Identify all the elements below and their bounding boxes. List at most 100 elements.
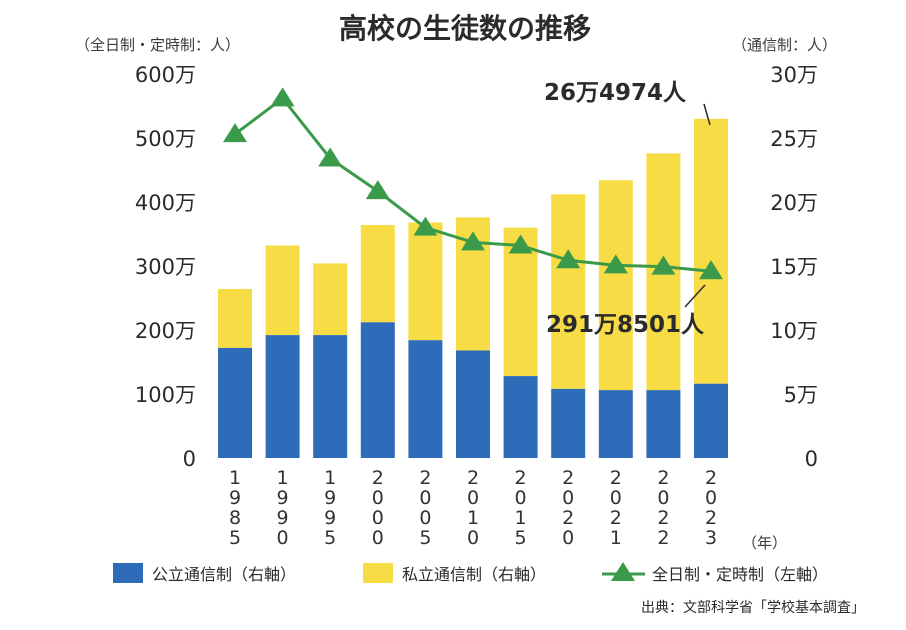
x-tick-digit: 9 <box>324 507 336 529</box>
bar-public-2005 <box>408 340 443 458</box>
right-axis-unit-label: （通信制：人） <box>732 36 837 54</box>
x-tick-digit: 3 <box>705 527 717 549</box>
x-tick-digit: 0 <box>419 487 431 509</box>
legend-label-public: 公立通信制（右軸） <box>152 565 296 584</box>
legend-label-zennichisei: 全日制・定時制（左軸） <box>652 565 828 584</box>
x-tick-digit: 0 <box>372 487 384 509</box>
left-tick-label: 500万 <box>135 127 196 151</box>
x-tick-digit: 0 <box>467 527 479 549</box>
bar-series <box>218 118 728 458</box>
x-tick-digit: 0 <box>372 507 384 529</box>
right-axis: 0 5万 10万 15万 20万 25万 30万 <box>770 63 818 471</box>
legend-label-private: 私立通信制（右軸） <box>402 565 546 584</box>
line-marker-1995 <box>318 147 343 167</box>
line-marker-2020 <box>556 249 581 269</box>
left-tick-label: 600万 <box>135 63 196 87</box>
x-tick-digit: 2 <box>562 507 574 529</box>
bar-private-2000 <box>360 225 395 323</box>
x-axis-unit-label: （年） <box>742 534 787 552</box>
x-tick-digit: 1 <box>610 527 622 549</box>
chart-title: 高校の生徒数の推移 <box>339 12 591 45</box>
x-tick-digit: 2 <box>610 467 622 489</box>
bar-public-2023 <box>694 383 728 458</box>
x-tick-digit: 2 <box>610 507 622 529</box>
right-tick-label: 15万 <box>770 255 818 279</box>
line-marker-2023 <box>699 260 723 280</box>
left-tick-label: 300万 <box>135 255 196 279</box>
line-marker-2015 <box>508 234 533 254</box>
x-tick-digit: 2 <box>657 527 669 549</box>
line-marker-2000 <box>365 180 390 200</box>
x-tick-digit: 2 <box>372 467 384 489</box>
annotation-leader-tsushin <box>703 103 711 126</box>
left-tick-label: 400万 <box>135 191 196 215</box>
right-tick-label: 25万 <box>770 127 818 151</box>
bar-private-2021 <box>598 180 633 391</box>
source-note: 出典：文部科学省「学校基本調査」 <box>641 599 865 616</box>
bar-public-2021 <box>598 390 633 458</box>
x-tick-digit: 2 <box>657 507 669 529</box>
bar-public-1995 <box>313 335 348 458</box>
annotation-leader-zennichisei <box>684 284 706 308</box>
bar-public-2015 <box>503 376 538 458</box>
line-marker-1990 <box>270 87 295 107</box>
legend-swatch-private <box>363 563 393 583</box>
right-tick-label: 10万 <box>770 319 818 343</box>
x-tick-digit: 2 <box>467 467 479 489</box>
x-tick-digit: 1 <box>467 507 479 529</box>
x-tick-digit: 0 <box>372 527 384 549</box>
x-tick-digit: 8 <box>229 507 241 529</box>
x-tick-digit: 0 <box>419 507 431 529</box>
x-tick-digit: 5 <box>419 527 431 549</box>
x-tick-digit: 0 <box>562 527 574 549</box>
left-tick-label: 200万 <box>135 319 196 343</box>
bar-private-2020 <box>551 194 586 389</box>
x-tick-digit: 5 <box>324 527 336 549</box>
x-tick-digit: 1 <box>324 467 336 489</box>
x-tick-digit: 9 <box>277 487 289 509</box>
x-tick-digit: 9 <box>277 507 289 529</box>
x-tick-digit: 1 <box>229 467 241 489</box>
bar-private-1990 <box>265 245 300 336</box>
bar-private-1995 <box>313 263 348 336</box>
left-axis-unit-label: （全日制・定時制：人） <box>75 36 240 54</box>
left-tick-label: 100万 <box>135 383 196 407</box>
x-tick-digit: 9 <box>324 487 336 509</box>
annotation-tsushin-2023: 26万4974人 <box>544 80 687 106</box>
x-tick-digit: 1 <box>515 507 527 529</box>
bar-private-1985 <box>218 289 252 348</box>
x-tick-digit: 0 <box>515 487 527 509</box>
line-marker-2022 <box>651 255 676 275</box>
right-tick-label: 30万 <box>770 63 818 87</box>
x-tick-digit: 2 <box>562 467 574 489</box>
right-tick-label: 0 <box>805 447 818 471</box>
right-tick-label: 20万 <box>770 191 818 215</box>
line-marker-2010 <box>461 231 485 251</box>
legend: 公立通信制（右軸） 私立通信制（右軸） 全日制・定時制（左軸） <box>113 562 828 584</box>
bar-public-2000 <box>360 322 395 458</box>
x-tick-digit: 0 <box>610 487 622 509</box>
left-axis: 0 100万 200万 300万 400万 500万 600万 <box>135 63 196 471</box>
line-marker-2021 <box>603 254 628 274</box>
bar-public-2010 <box>456 350 490 458</box>
left-tick-label: 0 <box>183 447 196 471</box>
line-marker-1985 <box>223 123 247 143</box>
x-tick-digit: 5 <box>515 527 527 549</box>
bar-private-2005 <box>408 222 443 341</box>
x-tick-digit: 2 <box>515 467 527 489</box>
x-tick-digit: 2 <box>705 507 717 529</box>
x-tick-digit: 2 <box>657 467 669 489</box>
x-tick-digit: 5 <box>229 527 241 549</box>
right-tick-label: 5万 <box>784 383 818 407</box>
legend-swatch-public <box>113 563 143 583</box>
bar-public-1990 <box>265 335 300 458</box>
